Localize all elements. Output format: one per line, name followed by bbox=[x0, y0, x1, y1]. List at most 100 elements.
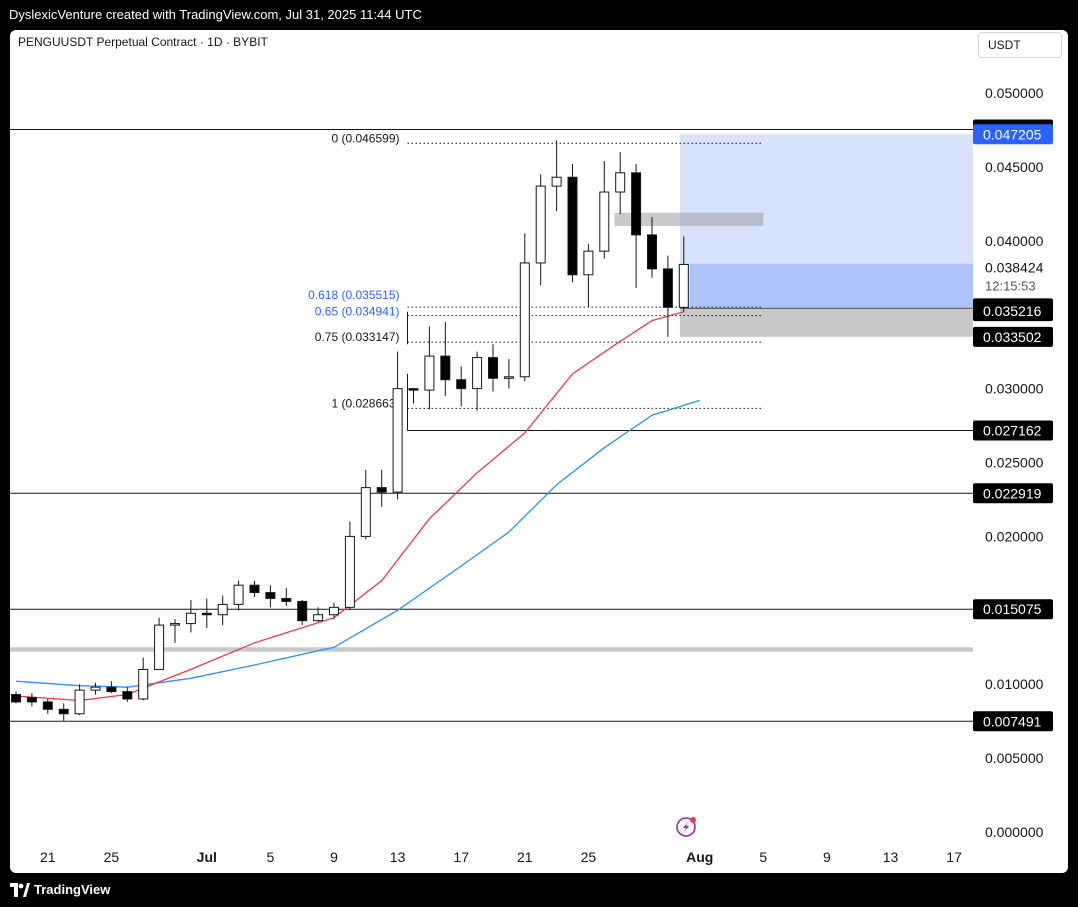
level-tag bbox=[973, 420, 1053, 441]
price-axis-tick: 0.045000 bbox=[985, 159, 1044, 175]
candle-body bbox=[599, 191, 610, 252]
tradingview-logo-icon bbox=[10, 883, 30, 897]
level-label: 0.022919 bbox=[983, 485, 1042, 501]
price-axis-tick: 0.040000 bbox=[985, 233, 1044, 249]
candle-body bbox=[11, 694, 21, 703]
stop-tag bbox=[973, 326, 1053, 347]
time-axis-tick: 13 bbox=[883, 849, 899, 865]
candle-body bbox=[376, 487, 387, 493]
level-label: 0.007491 bbox=[983, 713, 1042, 729]
support-band bbox=[10, 647, 973, 652]
candle-body bbox=[456, 379, 467, 390]
price-axis-tick: 0.050000 bbox=[985, 85, 1044, 101]
fib-level-label: 0.618 (0.035515) bbox=[308, 288, 399, 302]
candle-body bbox=[201, 612, 212, 616]
current-price-label: 0.038424 bbox=[985, 259, 1044, 275]
candle-body bbox=[217, 603, 228, 616]
candle-body bbox=[583, 250, 594, 276]
tradingview-brand: TradingView bbox=[34, 882, 111, 897]
attribution-text: DyslexicVenture created with TradingView… bbox=[9, 7, 422, 22]
candle-body bbox=[551, 176, 562, 187]
time-axis-tick: Jul bbox=[197, 849, 217, 865]
candle-body bbox=[185, 612, 196, 625]
price-axis-tick: 0.020000 bbox=[985, 528, 1044, 544]
candle-body bbox=[488, 357, 498, 379]
countdown-label: 12:15:53 bbox=[985, 278, 1036, 293]
time-axis-tick: 13 bbox=[390, 849, 406, 865]
candle-body bbox=[42, 701, 53, 710]
time-axis-tick: 17 bbox=[453, 849, 469, 865]
fib-level-label: 0 (0.046599) bbox=[331, 131, 399, 145]
ema-fast-line bbox=[15, 311, 684, 702]
level-tag bbox=[973, 599, 1053, 620]
candle-body bbox=[408, 388, 419, 391]
mid-tag bbox=[973, 301, 1053, 322]
attribution-bar: DyslexicVenture created with TradingView… bbox=[0, 0, 1078, 30]
candle-body bbox=[329, 606, 339, 616]
stop-zone bbox=[679, 308, 973, 337]
candle-body bbox=[344, 535, 355, 608]
level-tag bbox=[973, 711, 1053, 732]
price-axis-tick: 0.010000 bbox=[985, 676, 1044, 692]
candle-body bbox=[662, 268, 673, 308]
candle-body bbox=[154, 624, 165, 670]
candle-body bbox=[26, 697, 37, 703]
time-axis-tick: 21 bbox=[517, 849, 533, 865]
symbol-title: PENGUUSDT Perpetual Contract · 1D · BYBI… bbox=[18, 35, 268, 49]
candle-body bbox=[265, 592, 276, 599]
price-axis-tick: 0.005000 bbox=[985, 750, 1044, 766]
time-axis-tick: Aug bbox=[686, 849, 713, 865]
candle-body bbox=[519, 262, 530, 378]
candle-body bbox=[535, 185, 546, 264]
candle-body bbox=[170, 623, 180, 626]
candle-body bbox=[360, 487, 371, 537]
candle-body bbox=[567, 176, 578, 276]
price-axis-tick: 0.025000 bbox=[985, 455, 1044, 471]
time-axis-tick: 25 bbox=[104, 849, 120, 865]
lightning-icon[interactable] bbox=[676, 817, 696, 837]
candle-body bbox=[313, 614, 324, 622]
candle-body bbox=[138, 668, 149, 700]
time-axis-tick: 21 bbox=[40, 849, 56, 865]
candle-body bbox=[58, 708, 69, 715]
time-axis-tick: 17 bbox=[946, 849, 962, 865]
fib-level-label: 0.75 (0.033147) bbox=[315, 330, 400, 344]
candle-body bbox=[297, 600, 308, 622]
level-label: 0.027162 bbox=[983, 423, 1042, 439]
candle-body bbox=[249, 584, 260, 594]
candle-body bbox=[281, 597, 292, 602]
candle-body bbox=[678, 263, 689, 308]
level-tag bbox=[973, 483, 1053, 504]
target-label: 0.047205 bbox=[983, 126, 1042, 142]
time-axis-tick: 5 bbox=[267, 849, 275, 865]
candle-body bbox=[90, 686, 101, 691]
candle-body bbox=[503, 376, 514, 379]
chart-panel[interactable]: 0 (0.046599) 0.618 (0.035515) 0.65 (0.0349… bbox=[10, 30, 1068, 873]
mid-label: 0.035216 bbox=[983, 303, 1042, 319]
target-tag bbox=[973, 124, 1053, 145]
candle-body bbox=[615, 172, 626, 193]
candle-body bbox=[106, 686, 117, 693]
time-axis-tick: 9 bbox=[330, 849, 338, 865]
time-axis-tick: 9 bbox=[823, 849, 831, 865]
candle-body bbox=[472, 357, 483, 390]
candle-body bbox=[424, 355, 435, 391]
candle-body bbox=[122, 691, 133, 700]
price-axis-tick: 0.030000 bbox=[985, 381, 1044, 397]
candle-body bbox=[74, 689, 85, 715]
candle-body bbox=[647, 234, 657, 270]
time-axis-tick: 25 bbox=[581, 849, 597, 865]
level-label: 0.015075 bbox=[983, 601, 1042, 617]
price-chart[interactable]: 0 (0.046599) 0.618 (0.035515) 0.65 (0.0349… bbox=[10, 30, 1068, 873]
currency-button[interactable]: USDT bbox=[978, 32, 1062, 58]
candle-body bbox=[631, 172, 642, 236]
tradingview-footer: TradingView bbox=[0, 873, 1078, 907]
open-profit-zone bbox=[689, 263, 973, 309]
candle-body bbox=[392, 388, 403, 493]
candle-body bbox=[440, 355, 451, 381]
price-axis-tick: 0.000000 bbox=[985, 824, 1044, 840]
stop-label: 0.033502 bbox=[983, 329, 1042, 345]
candle-body bbox=[233, 584, 244, 605]
time-axis-tick: 5 bbox=[759, 849, 767, 865]
ema-slow-line bbox=[15, 399, 700, 688]
